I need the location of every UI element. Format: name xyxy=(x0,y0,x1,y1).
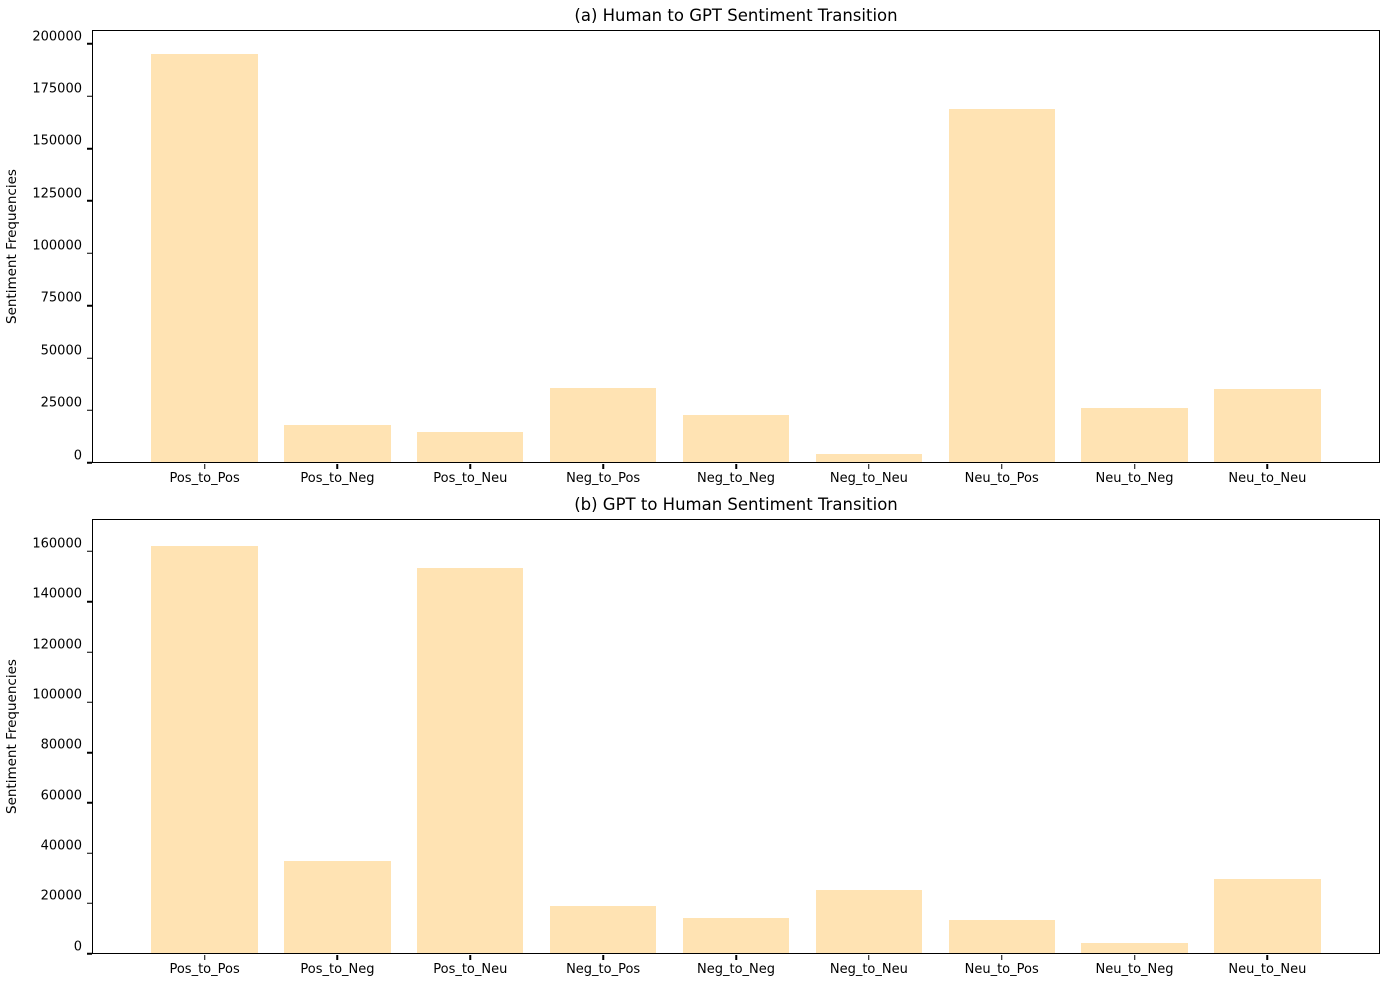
y-tick-label: 20000 xyxy=(40,888,82,904)
x-tick-label: Neg_to_Neu xyxy=(829,962,908,977)
y-tick xyxy=(86,953,92,955)
bar-Pos_to_Pos xyxy=(151,545,258,953)
x-tick-label: Pos_to_Neg xyxy=(300,962,375,977)
x-tick xyxy=(336,954,339,960)
x-tick xyxy=(602,954,604,960)
bar-Neu_to_Pos xyxy=(948,920,1055,953)
x-tick-label: Neu_to_Neu xyxy=(1228,962,1307,977)
x-tick xyxy=(602,463,604,469)
x-tick-label: Neg_to_Neg xyxy=(697,471,775,486)
y-tick xyxy=(86,651,92,653)
bar-Neg_to_Neu xyxy=(815,889,922,953)
bar-Pos_to_Neu xyxy=(417,567,524,953)
chart-b: (b) GPT to Human Sentiment Transition Se… xyxy=(0,489,1389,989)
x-tick-label: Neu_to_Pos xyxy=(964,962,1039,977)
bar-Pos_to_Neg xyxy=(284,861,391,953)
y-tick-label: 75000 xyxy=(40,290,82,306)
chart-a: (a) Human to GPT Sentiment Transition Se… xyxy=(0,0,1389,489)
y-tick xyxy=(86,751,92,754)
x-tick-label: Neu_to_Neg xyxy=(1095,962,1174,977)
bar-Neg_to_Neu xyxy=(815,453,922,462)
y-tick-label: 40000 xyxy=(40,838,82,854)
y-tick xyxy=(86,701,92,704)
chart-a-ylabel: Sentiment Frequencies xyxy=(4,169,20,324)
y-tick-label: 120000 xyxy=(32,637,82,653)
y-tick-label: 100000 xyxy=(32,687,82,703)
y-tick-label: 25000 xyxy=(40,395,82,411)
x-tick xyxy=(735,954,737,960)
y-tick xyxy=(86,43,92,45)
bar-Neu_to_Pos xyxy=(948,108,1055,462)
y-tick xyxy=(86,95,92,97)
y-tick xyxy=(86,147,92,150)
x-tick xyxy=(868,463,870,469)
x-tick-label: Neu_to_Pos xyxy=(964,471,1039,486)
y-tick-label: 60000 xyxy=(40,788,82,804)
x-tick xyxy=(1000,954,1003,960)
chart-a-plot-area: Pos_to_Pos Pos_to_Neg Pos_to_Neu Neg_to_Pos… xyxy=(32,30,1380,486)
x-tick xyxy=(336,463,339,469)
y-tick xyxy=(86,600,92,603)
y-tick-label: 175000 xyxy=(32,81,82,97)
x-tick-label: Neu_to_Neu xyxy=(1228,471,1307,486)
x-tick xyxy=(203,463,206,469)
y-tick xyxy=(86,252,92,255)
x-tick-label: Neg_to_Pos xyxy=(566,962,641,977)
y-tick xyxy=(86,462,92,464)
bar-Neg_to_Pos xyxy=(550,387,657,462)
x-tick-label: Neg_to_Neg xyxy=(697,962,775,977)
bar-Pos_to_Neg xyxy=(284,425,391,462)
x-tick-label: Pos_to_Pos xyxy=(169,962,240,977)
chart-b-ylabel: Sentiment Frequencies xyxy=(4,659,20,814)
x-tick-label: Pos_to_Neg xyxy=(300,471,375,486)
bar-Neu_to_Neu xyxy=(1214,878,1321,953)
y-tick-label: 200000 xyxy=(32,29,82,45)
y-tick xyxy=(86,409,92,412)
y-tick-label: 150000 xyxy=(32,133,82,149)
bar-Pos_to_Neu xyxy=(417,432,524,462)
y-tick xyxy=(86,902,92,905)
y-tick-label: 125000 xyxy=(32,186,82,202)
y-tick-label: 80000 xyxy=(40,737,82,753)
x-tick xyxy=(735,463,737,469)
x-tick xyxy=(203,954,206,960)
x-tick-label: Neg_to_Neu xyxy=(829,471,908,486)
y-tick xyxy=(86,200,92,202)
y-tick xyxy=(86,852,92,854)
y-tick-label: 50000 xyxy=(40,343,82,359)
x-tick-label: Pos_to_Neu xyxy=(433,471,508,486)
x-tick-label: Pos_to_Pos xyxy=(169,471,240,486)
x-tick xyxy=(868,954,870,960)
x-tick-label: Neg_to_Pos xyxy=(566,471,641,486)
x-tick xyxy=(469,954,472,960)
x-tick xyxy=(1133,954,1136,960)
y-tick-label: 100000 xyxy=(32,238,82,254)
x-tick-label: Pos_to_Neu xyxy=(433,962,508,977)
y-tick xyxy=(86,304,92,307)
bar-Pos_to_Pos xyxy=(151,53,258,462)
bar-Neu_to_Neg xyxy=(1081,407,1188,462)
x-tick xyxy=(1000,463,1003,469)
x-tick xyxy=(1266,954,1269,960)
y-tick-label: 160000 xyxy=(32,536,82,552)
y-tick xyxy=(86,550,92,553)
bar-Neg_to_Neg xyxy=(682,917,790,953)
y-tick xyxy=(86,357,92,359)
x-tick xyxy=(469,463,472,469)
y-tick xyxy=(86,802,92,804)
x-tick xyxy=(1266,463,1269,469)
chart-b-plot-area: Pos_to_Pos Pos_to_Neg Pos_to_Neu Neg_to_Pos… xyxy=(32,519,1380,977)
x-tick xyxy=(1133,463,1136,469)
bar-Neu_to_Neu xyxy=(1214,389,1321,462)
bar-Neg_to_Pos xyxy=(550,905,657,953)
bar-Neg_to_Neg xyxy=(682,415,790,462)
y-tick-label: 0 xyxy=(73,939,82,954)
bar-Neu_to_Neg xyxy=(1081,943,1188,953)
x-tick-label: Neu_to_Neg xyxy=(1095,471,1174,486)
y-tick-label: 140000 xyxy=(32,586,82,602)
chart-a-title: (a) Human to GPT Sentiment Transition xyxy=(574,6,898,25)
chart-b-title: (b) GPT to Human Sentiment Transition xyxy=(574,495,898,514)
y-tick-label: 0 xyxy=(73,448,82,463)
